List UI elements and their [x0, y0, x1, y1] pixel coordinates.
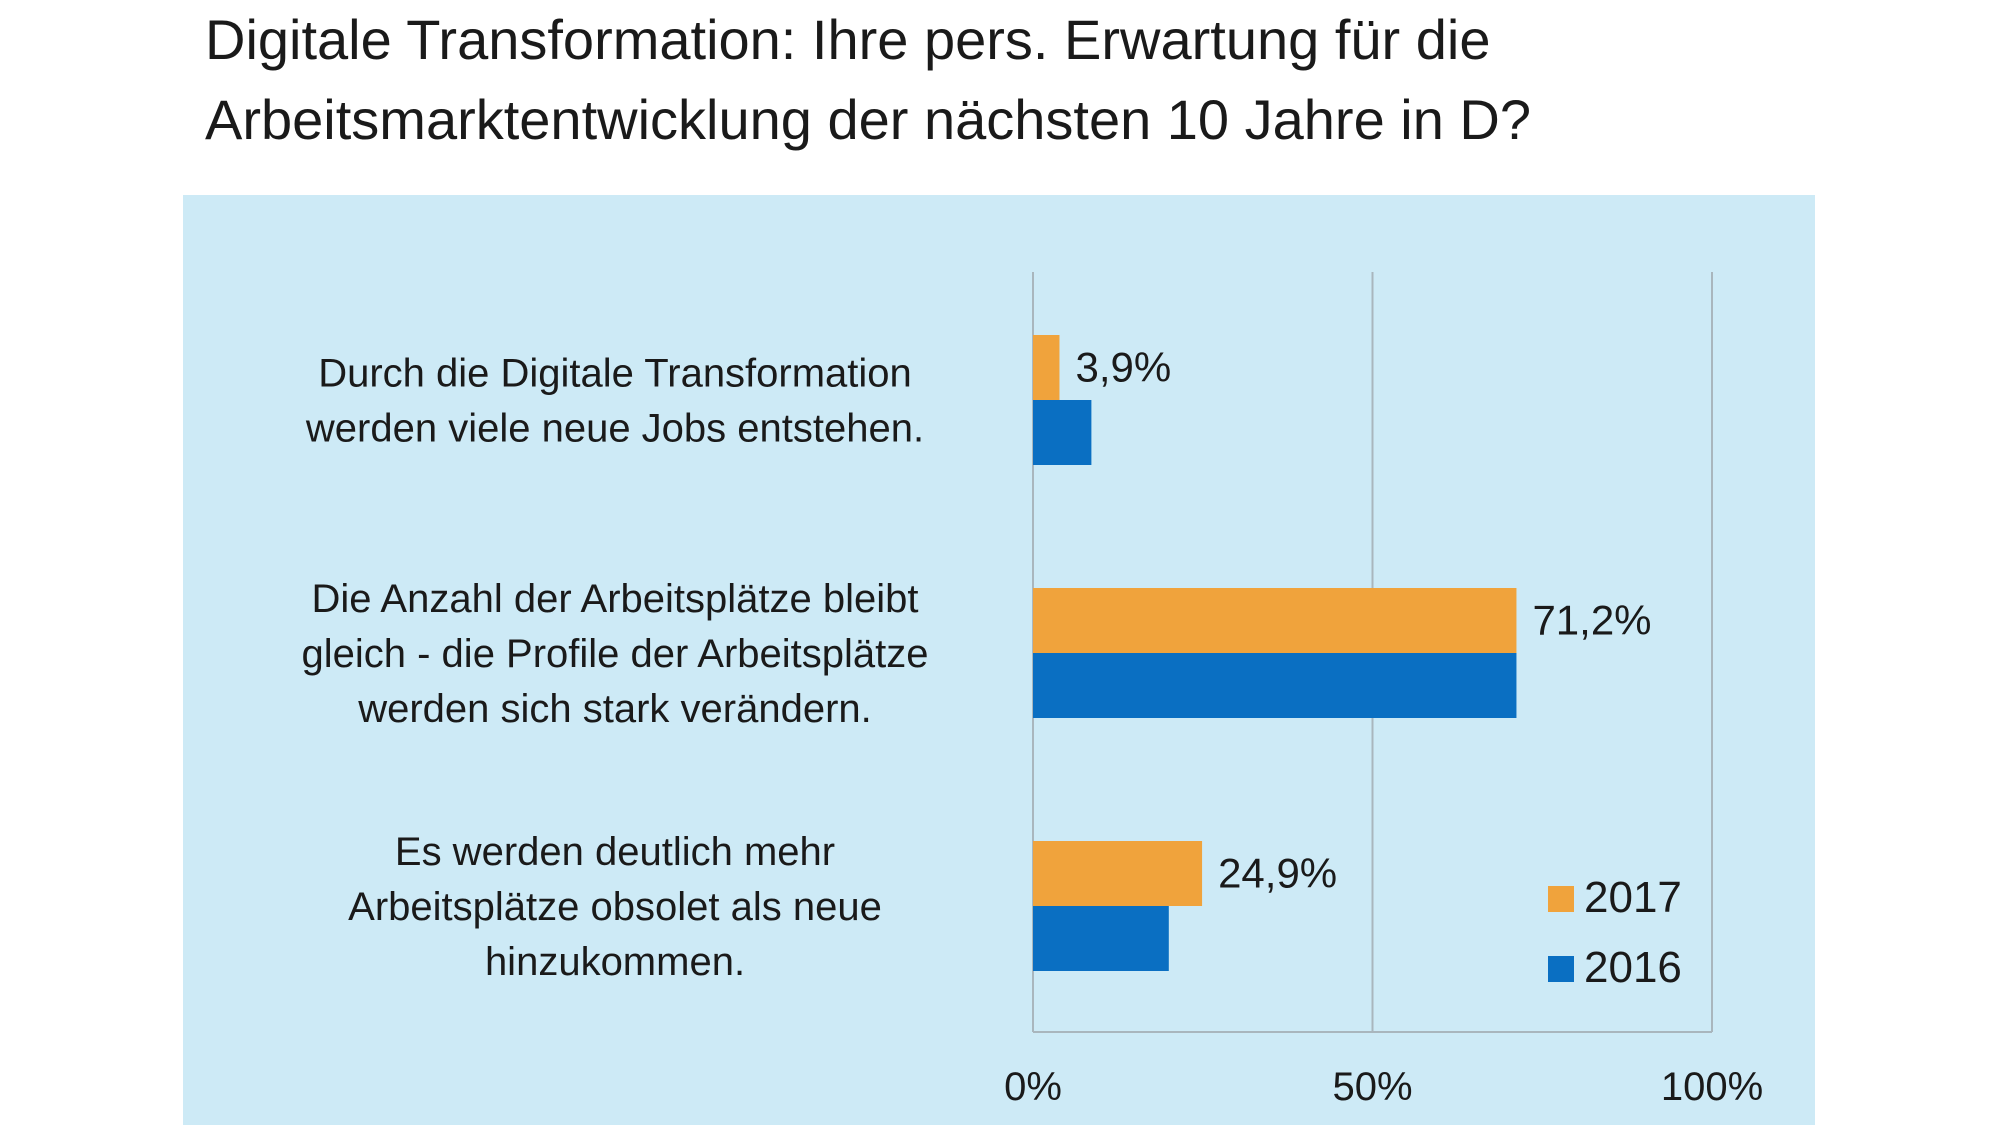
legend-swatch-2016 [1548, 956, 1574, 982]
chart-title-line-2: Arbeitsmarktentwicklung der nächsten 10 … [205, 88, 1532, 151]
bar-2017-2 [1033, 588, 1517, 653]
bar-2016-3 [1033, 906, 1169, 971]
data-label-2017-2: 71,2% [1532, 597, 1651, 644]
x-tick-label: 100% [1661, 1065, 1763, 1109]
data-label-2017-3: 24,9% [1218, 850, 1337, 897]
chart-title: Digitale Transformation: Ihre pers. Erwa… [205, 0, 1805, 160]
chart-panel [183, 195, 1815, 1125]
legend-label-2016[interactable]: 2016 [1584, 943, 1682, 992]
legend-label-2017[interactable]: 2017 [1584, 873, 1682, 922]
legend-swatch-2017 [1548, 886, 1574, 912]
bar-2016-2 [1033, 653, 1517, 718]
data-label-2017-1: 3,9% [1075, 344, 1171, 391]
bars [1033, 335, 1517, 971]
legend[interactable]: 2017 2016 [1548, 873, 1682, 992]
bar-2017-3 [1033, 841, 1203, 906]
labels: 0% 50% 100% 3,9% Durch die Digitale Transfor… [302, 344, 1764, 1110]
x-tick-label: 0% [1004, 1065, 1062, 1109]
category-label-2: Die Anzahl der Arbeitsplätze bleibt gleic… [302, 577, 929, 731]
bar-2017-1 [1033, 335, 1060, 400]
bar-2016-1 [1033, 400, 1092, 465]
chart-title-line-1: Digitale Transformation: Ihre pers. Erwa… [205, 8, 1491, 71]
category-label-3: Es werden deutlich mehr Arbeitsplätze obs… [348, 830, 882, 984]
category-label-1: Durch die Digitale Transformation werden … [305, 352, 924, 451]
x-tick-label: 50% [1332, 1065, 1412, 1109]
